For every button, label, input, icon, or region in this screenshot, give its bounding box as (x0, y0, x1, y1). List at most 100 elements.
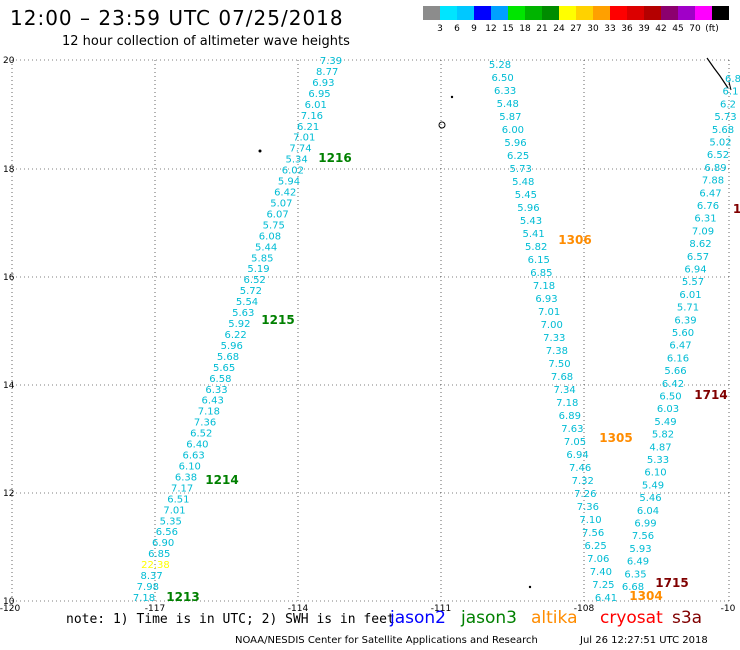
s3a-swh-value: 6.68 (622, 582, 644, 593)
s3a-swh-value: 6.2 (720, 99, 736, 110)
s3a-swh-value: 6.49 (627, 557, 649, 568)
jason3-swh-value: 6.10 (179, 461, 201, 472)
color-legend-label: 3 (437, 24, 443, 34)
track-time-label: 1214 (205, 473, 238, 487)
color-swatch (542, 6, 559, 20)
altika-swh-value: 5.48 (497, 99, 519, 110)
lat-tick-label: 14 (3, 381, 15, 391)
s3a-swh-value: 6.99 (634, 519, 656, 530)
s3a-swh-value: 5.02 (709, 138, 731, 149)
altika-swh-value: 6.89 (559, 411, 581, 422)
altika-swh-value: 6.00 (502, 125, 524, 136)
altimeter-tracks: 7.398.776.936.956.017.166.217.017.745.34… (133, 56, 740, 604)
s3a-swh-value: 6.76 (697, 201, 719, 212)
color-legend-label: 33 (604, 24, 616, 34)
jason3-swh-value: 5.63 (232, 308, 254, 319)
altika-swh-value: 7.06 (587, 554, 609, 565)
s3a-swh-value: 7.09 (692, 226, 714, 237)
lat-tick-label: 10 (3, 597, 15, 607)
lon-tick-label: -117 (145, 604, 165, 614)
satellite-legend-cryosat: cryosat (600, 608, 663, 628)
altika-swh-value: 5.45 (515, 190, 537, 201)
island (450, 95, 454, 99)
satellite-legend-jason3: jason3 (461, 608, 517, 628)
s3a-swh-value: 5.82 (652, 430, 674, 441)
altika-swh-value: 5.96 (517, 203, 539, 214)
footer-credit: NOAA/NESDIS Center for Satellite Applica… (235, 635, 538, 646)
jason3-swh-value: 5.92 (228, 319, 250, 330)
s3a-swh-value: 6.16 (667, 353, 689, 364)
jason3-swh-value: 6.63 (182, 451, 204, 462)
jason3-swh-value: 8.77 (316, 67, 338, 78)
color-swatch (576, 6, 593, 20)
track-time-label: 1 (733, 202, 740, 216)
jason3-swh-value: 6.40 (186, 440, 208, 451)
altika-swh-value: 7.25 (592, 580, 614, 591)
s3a-swh-value: 5.66 (664, 366, 686, 377)
jason3-swh-value: 7.98 (137, 582, 159, 593)
jason3-swh-value: 5.96 (221, 341, 243, 352)
jason3-swh-value: 5.65 (213, 363, 235, 374)
altika-swh-value: 7.10 (579, 515, 601, 526)
timestamp: Jul 26 12:27:51 UTC 2018 (580, 635, 708, 646)
color-swatch (508, 6, 525, 20)
jason3-swh-value: 5.07 (270, 198, 292, 209)
jason3-swh-value: 6.21 (297, 122, 319, 133)
s3a-swh-value: 4.87 (649, 442, 671, 453)
altika-swh-value: 5.87 (499, 112, 521, 123)
color-legend-label: (ft) (705, 24, 719, 34)
s3a-swh-value: 6.31 (694, 214, 716, 225)
s3a-swh-value: 6.47 (699, 188, 721, 199)
jason3-swh-value: 6.52 (190, 429, 212, 440)
altika-swh-value: 7.33 (543, 333, 565, 344)
altika-swh-value: 6.50 (491, 73, 513, 84)
s3a-swh-value: 6.42 (662, 379, 684, 390)
altika-swh-value: 7.18 (556, 398, 578, 409)
jason3-swh-value: 5.34 (286, 155, 308, 166)
altika-swh-value: 7.38 (546, 346, 568, 357)
color-legend-label: 30 (587, 24, 599, 34)
jason3-swh-value: 7.39 (320, 56, 342, 67)
s3a-swh-value: 5.68 (712, 125, 734, 136)
jason3-swh-value: 7.18 (198, 407, 220, 418)
s3a-swh-value: 5.73 (714, 112, 736, 123)
jason3-swh-value: 5.72 (240, 286, 262, 297)
color-swatch (712, 6, 729, 20)
altika-swh-value: 6.15 (528, 255, 550, 266)
island (438, 121, 446, 129)
lon-tick-label: -111 (431, 604, 451, 614)
jason3-swh-value: 6.38 (175, 472, 197, 483)
color-legend-label: 21 (536, 24, 548, 34)
jason3-swh-value: 7.01 (293, 133, 315, 144)
s3a-swh-value: 6.01 (679, 290, 701, 301)
altika-swh-value: 5.96 (504, 138, 526, 149)
s3a-swh-value: 6.89 (704, 163, 726, 174)
track-time-label: 1305 (599, 431, 632, 445)
jason3-swh-value: 6.01 (305, 100, 327, 111)
jason3-swh-value: 7.74 (289, 144, 311, 155)
s3a-swh-value: 6.47 (669, 341, 691, 352)
jason3-swh-value: 8.37 (140, 571, 162, 582)
altika-swh-value: 7.01 (538, 307, 560, 318)
color-swatch (610, 6, 627, 20)
map-grid (11, 59, 730, 602)
color-legend-label: 24 (553, 24, 565, 34)
jason3-swh-value: 6.22 (224, 330, 246, 341)
color-legend-label: 9 (471, 24, 477, 34)
jason3-swh-value: 5.54 (236, 297, 258, 308)
s3a-swh-value: 6.04 (637, 506, 659, 517)
altika-swh-value: 5.82 (525, 242, 547, 253)
color-swatch (627, 6, 644, 20)
satellite-legend-jason2: jason2 (390, 608, 446, 628)
lat-tick-label: 16 (3, 273, 15, 283)
color-swatch (559, 6, 576, 20)
altika-swh-value: 7.34 (554, 385, 576, 396)
s3a-swh-value: 6.8 (725, 74, 740, 85)
jason3-swh-value: 6.08 (259, 231, 281, 242)
track-time-label: 1213 (166, 590, 199, 604)
color-legend-label: 42 (655, 24, 667, 34)
s3a-swh-value: 6.50 (659, 392, 681, 403)
altika-swh-value: 6.85 (530, 268, 552, 279)
lat-tick-label: 20 (3, 56, 15, 66)
jason3-swh-value: 5.68 (217, 352, 239, 363)
